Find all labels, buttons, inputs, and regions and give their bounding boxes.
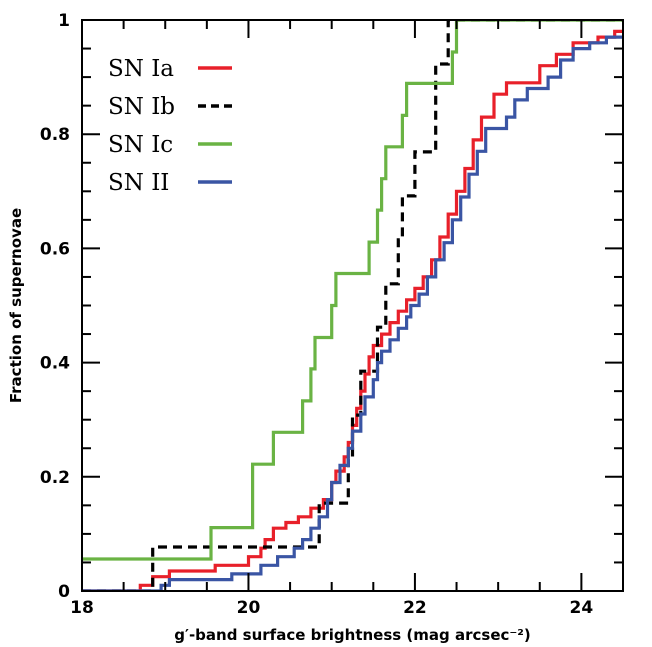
series-line-sn-ia xyxy=(82,29,623,591)
x-tick-label: 22 xyxy=(403,598,427,618)
x-tick-label: 24 xyxy=(570,598,594,618)
ticks-layer: 18 20 22 24 0 0.2 0.4 0.6 0.8 1 xyxy=(40,11,624,618)
y-tick-label: 0.6 xyxy=(40,239,70,259)
series-layer xyxy=(82,20,623,591)
y-tick-label: 0 xyxy=(58,582,70,602)
y-axis-title: Fraction of supernovae xyxy=(7,208,25,403)
legend: SN Ia SN Ib SN Ic SN II xyxy=(108,56,232,196)
series-line-sn-ib xyxy=(82,20,623,591)
y-tick-label: 1 xyxy=(58,11,70,31)
series-line-sn-ii xyxy=(82,35,623,591)
legend-label: SN Ia xyxy=(108,56,174,82)
x-tick-label: 18 xyxy=(70,598,94,618)
legend-label: SN II xyxy=(108,170,169,196)
x-tick-label: 20 xyxy=(237,598,261,618)
y-tick-label: 0.4 xyxy=(40,354,70,374)
x-axis-title: g′-band surface brightness (mag arcsec⁻²… xyxy=(174,626,530,644)
legend-label: SN Ib xyxy=(108,94,175,120)
series-line-sn-ic xyxy=(82,20,623,561)
y-tick-label: 0.2 xyxy=(40,468,70,488)
y-tick-label: 0.8 xyxy=(40,125,70,145)
legend-label: SN Ic xyxy=(108,132,173,158)
